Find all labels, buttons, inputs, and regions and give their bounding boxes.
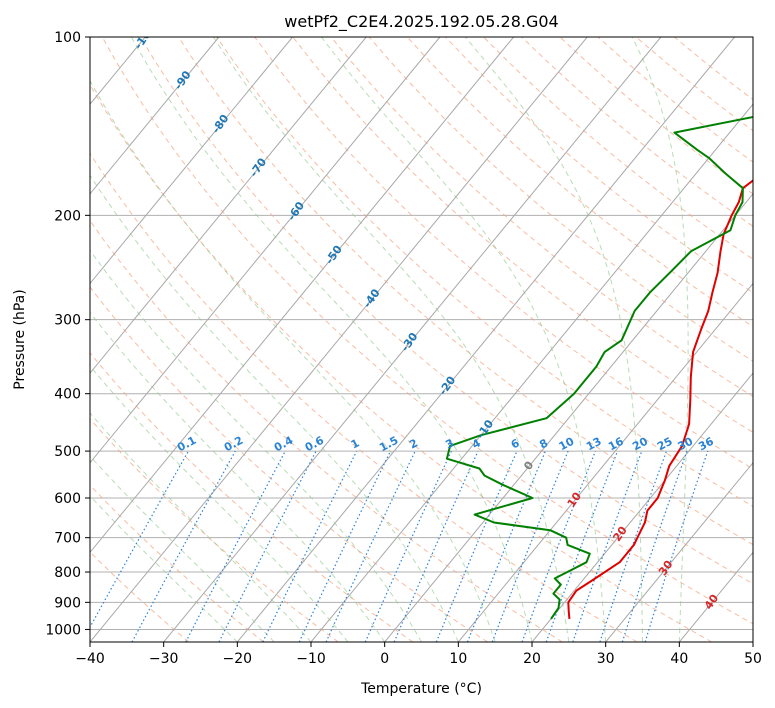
dry-adiabat [178,37,753,546]
mixing-ratio-label: 36 [696,435,716,454]
isotherm-line [90,37,514,554]
moist-adiabat [212,37,570,642]
mixing-ratio-line [521,450,597,642]
mixing-ratio-line [466,450,546,642]
y-tick-label: 500 [54,444,81,460]
dewpoint-profile [445,115,753,620]
mixing-ratio-label: 10 [557,434,577,453]
mixing-ratio-label: 20 [630,434,650,453]
mixing-ratio-line [435,450,518,642]
moist-adiabat [90,249,422,642]
y-tick-label: 700 [54,531,81,547]
dry-adiabat [216,37,753,507]
isotherm-line [605,461,753,642]
y-tick-label: 200 [54,208,81,224]
dry-adiabat [90,352,414,642]
isotherm-line [310,103,753,642]
mixing-ratio-label: 25 [655,435,675,454]
mixing-ratio-line [131,450,236,642]
isotherm-line [384,193,753,642]
plot-frame [89,36,754,643]
isotherm-line [90,37,367,374]
x-tick-label: 50 [744,651,762,667]
dry-adiabat [90,83,712,642]
isotherm-line [90,37,220,195]
isotherm-line [90,37,588,642]
dry-adiabat [406,37,753,328]
moist-adiabat [90,365,349,642]
x-tick-label: 20 [523,651,541,667]
y-tick-label: 800 [54,565,81,581]
chart-title: wetPf2_C2E4.2025.192.05.28.G04 [284,12,558,32]
mixing-ratio-line [545,450,619,642]
dry-adiabat [90,484,264,642]
y-tick-label: 400 [54,387,81,403]
moist-adiabat [130,37,533,642]
y-tick-label: 900 [54,595,81,611]
moist-adiabat [631,37,689,642]
mixing-ratio-line [90,450,189,629]
isotherm-line [163,37,662,642]
dry-adiabat [139,37,753,585]
x-tick-label: 30 [597,651,615,667]
y-tick-label: 300 [54,313,81,329]
mixing-ratio-line [491,450,569,642]
mixing-ratio-line [644,450,709,642]
dry-adiabat [90,152,638,642]
isotherm-line [90,37,441,464]
y-tick-label: 1000 [45,622,81,638]
isotherm-line [90,37,293,285]
mixing-ratio-line [393,450,479,642]
dry-adiabat [90,219,563,642]
mixing-ratio-line [621,450,688,642]
x-tick-label: −30 [149,651,179,667]
mixing-ratio-label: 13 [584,435,604,454]
dry-adiabat [90,286,488,642]
moist-adiabat [464,37,643,642]
y-tick-label: 100 [54,30,81,46]
x-tick-label: −40 [75,651,105,667]
moist-adiabat [90,79,496,642]
dry-adiabat [292,37,753,433]
mixing-ratio-line [364,450,452,642]
isotherm-line [531,372,753,642]
mixing-ratio-line [262,450,358,642]
x-tick-label: −10 [296,651,326,667]
temperature-profile [567,179,753,619]
x-axis-title: Temperature (°C) [360,681,482,697]
moist-adiabat [90,174,459,642]
mixing-ratio-label: 30 [676,435,696,454]
x-tick-label: −20 [223,651,253,667]
y-axis-title: Pressure (hPa) [12,289,28,389]
x-tick-label: 40 [670,651,688,667]
mixing-ratio-line [572,450,643,642]
dry-adiabat [101,37,753,625]
y-tick-label: 600 [54,491,81,507]
isotherm-line [457,282,753,642]
dry-adiabat [368,37,753,362]
dry-adiabat [90,551,190,642]
isotherm-line [236,37,735,642]
x-tick-label: 10 [449,651,467,667]
mixing-ratio-label: 16 [606,435,626,454]
moist-adiabat [90,455,275,642]
mixing-ratio-line [218,450,317,642]
mixing-ratio-line [599,450,668,642]
x-tick-label: 0 [380,651,389,667]
moist-adiabat [321,37,607,642]
